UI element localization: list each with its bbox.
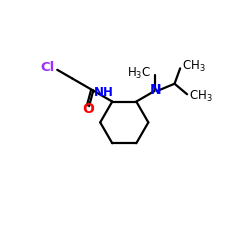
Text: N: N xyxy=(150,83,162,97)
Text: CH$_3$: CH$_3$ xyxy=(188,88,212,104)
Text: O: O xyxy=(82,102,94,116)
Text: NH: NH xyxy=(94,86,114,100)
Text: CH$_3$: CH$_3$ xyxy=(182,59,205,74)
Text: Cl: Cl xyxy=(41,61,55,74)
Text: H$_3$C: H$_3$C xyxy=(127,66,151,80)
